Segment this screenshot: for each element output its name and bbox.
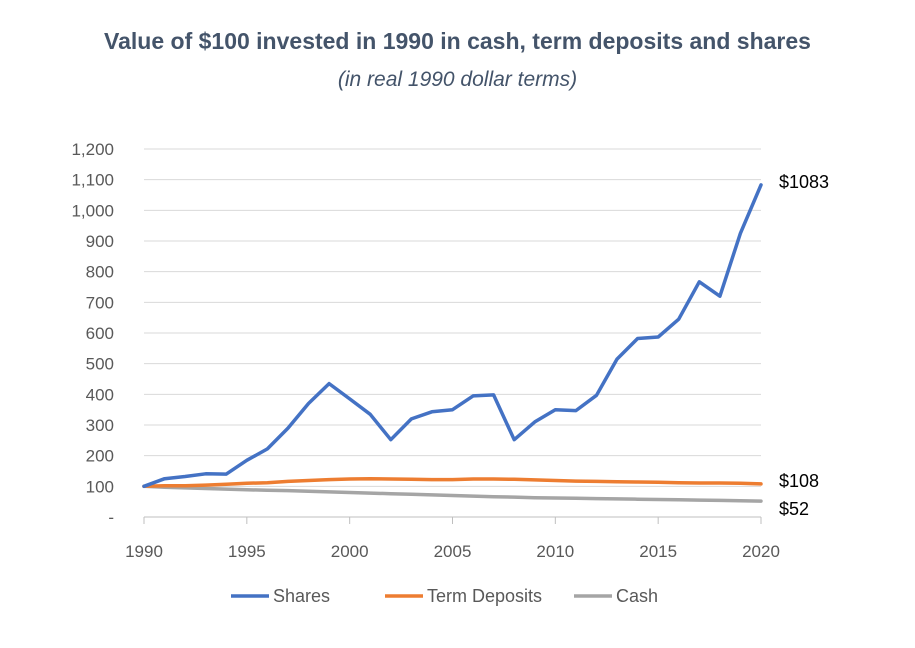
y-tick-label: 500 [86, 355, 114, 374]
x-tick-label: 1995 [228, 542, 266, 561]
y-tick-label: 600 [86, 324, 114, 343]
end-label-cash: $52 [779, 499, 809, 519]
y-tick-label: 100 [86, 477, 114, 496]
y-tick-label: 1,200 [71, 140, 114, 159]
legend: Shares Term Deposits Cash [231, 586, 658, 606]
y-tick-label: - [108, 508, 114, 527]
y-tick-label: 1,000 [71, 201, 114, 220]
x-tick-label: 2015 [639, 542, 677, 561]
end-label-shares: $1083 [779, 172, 829, 192]
x-tick-label: 2010 [536, 542, 574, 561]
end-labels: $1083 $108 $52 [779, 172, 829, 519]
legend-label-cash: Cash [616, 586, 658, 606]
legend-label-term-deposits: Term Deposits [427, 586, 542, 606]
y-tick-label: 700 [86, 293, 114, 312]
series-lines [142, 183, 763, 503]
y-tick-label: 300 [86, 416, 114, 435]
chart-subtitle: (in real 1990 dollar terms) [337, 68, 578, 91]
x-tick-label: 1990 [125, 542, 163, 561]
gridlines [144, 148, 761, 487]
chart-title: Value of $100 invested in 1990 in cash, … [104, 28, 811, 54]
series-line-shares [142, 183, 763, 489]
series-line-term-deposits [142, 476, 763, 489]
y-tick-label: 400 [86, 385, 114, 404]
y-tick-label: 1,100 [71, 171, 114, 190]
x-axis [143, 516, 762, 524]
y-tick-label: 800 [86, 263, 114, 282]
x-axis-ticks: 1990 1995 2000 2005 2010 2015 2020 [125, 542, 780, 561]
y-axis-ticks: - 100 200 300 400 500 600 700 800 900 1,000 1,100 1,… [71, 140, 114, 527]
x-tick-label: 2005 [434, 542, 472, 561]
legend-label-shares: Shares [273, 586, 330, 606]
x-tick-label: 2000 [331, 542, 369, 561]
y-tick-label: 200 [86, 447, 114, 466]
end-label-term-deposits: $108 [779, 471, 819, 491]
y-tick-label: 900 [86, 232, 114, 251]
series-line-cash [142, 484, 763, 503]
x-tick-label: 2020 [742, 542, 780, 561]
